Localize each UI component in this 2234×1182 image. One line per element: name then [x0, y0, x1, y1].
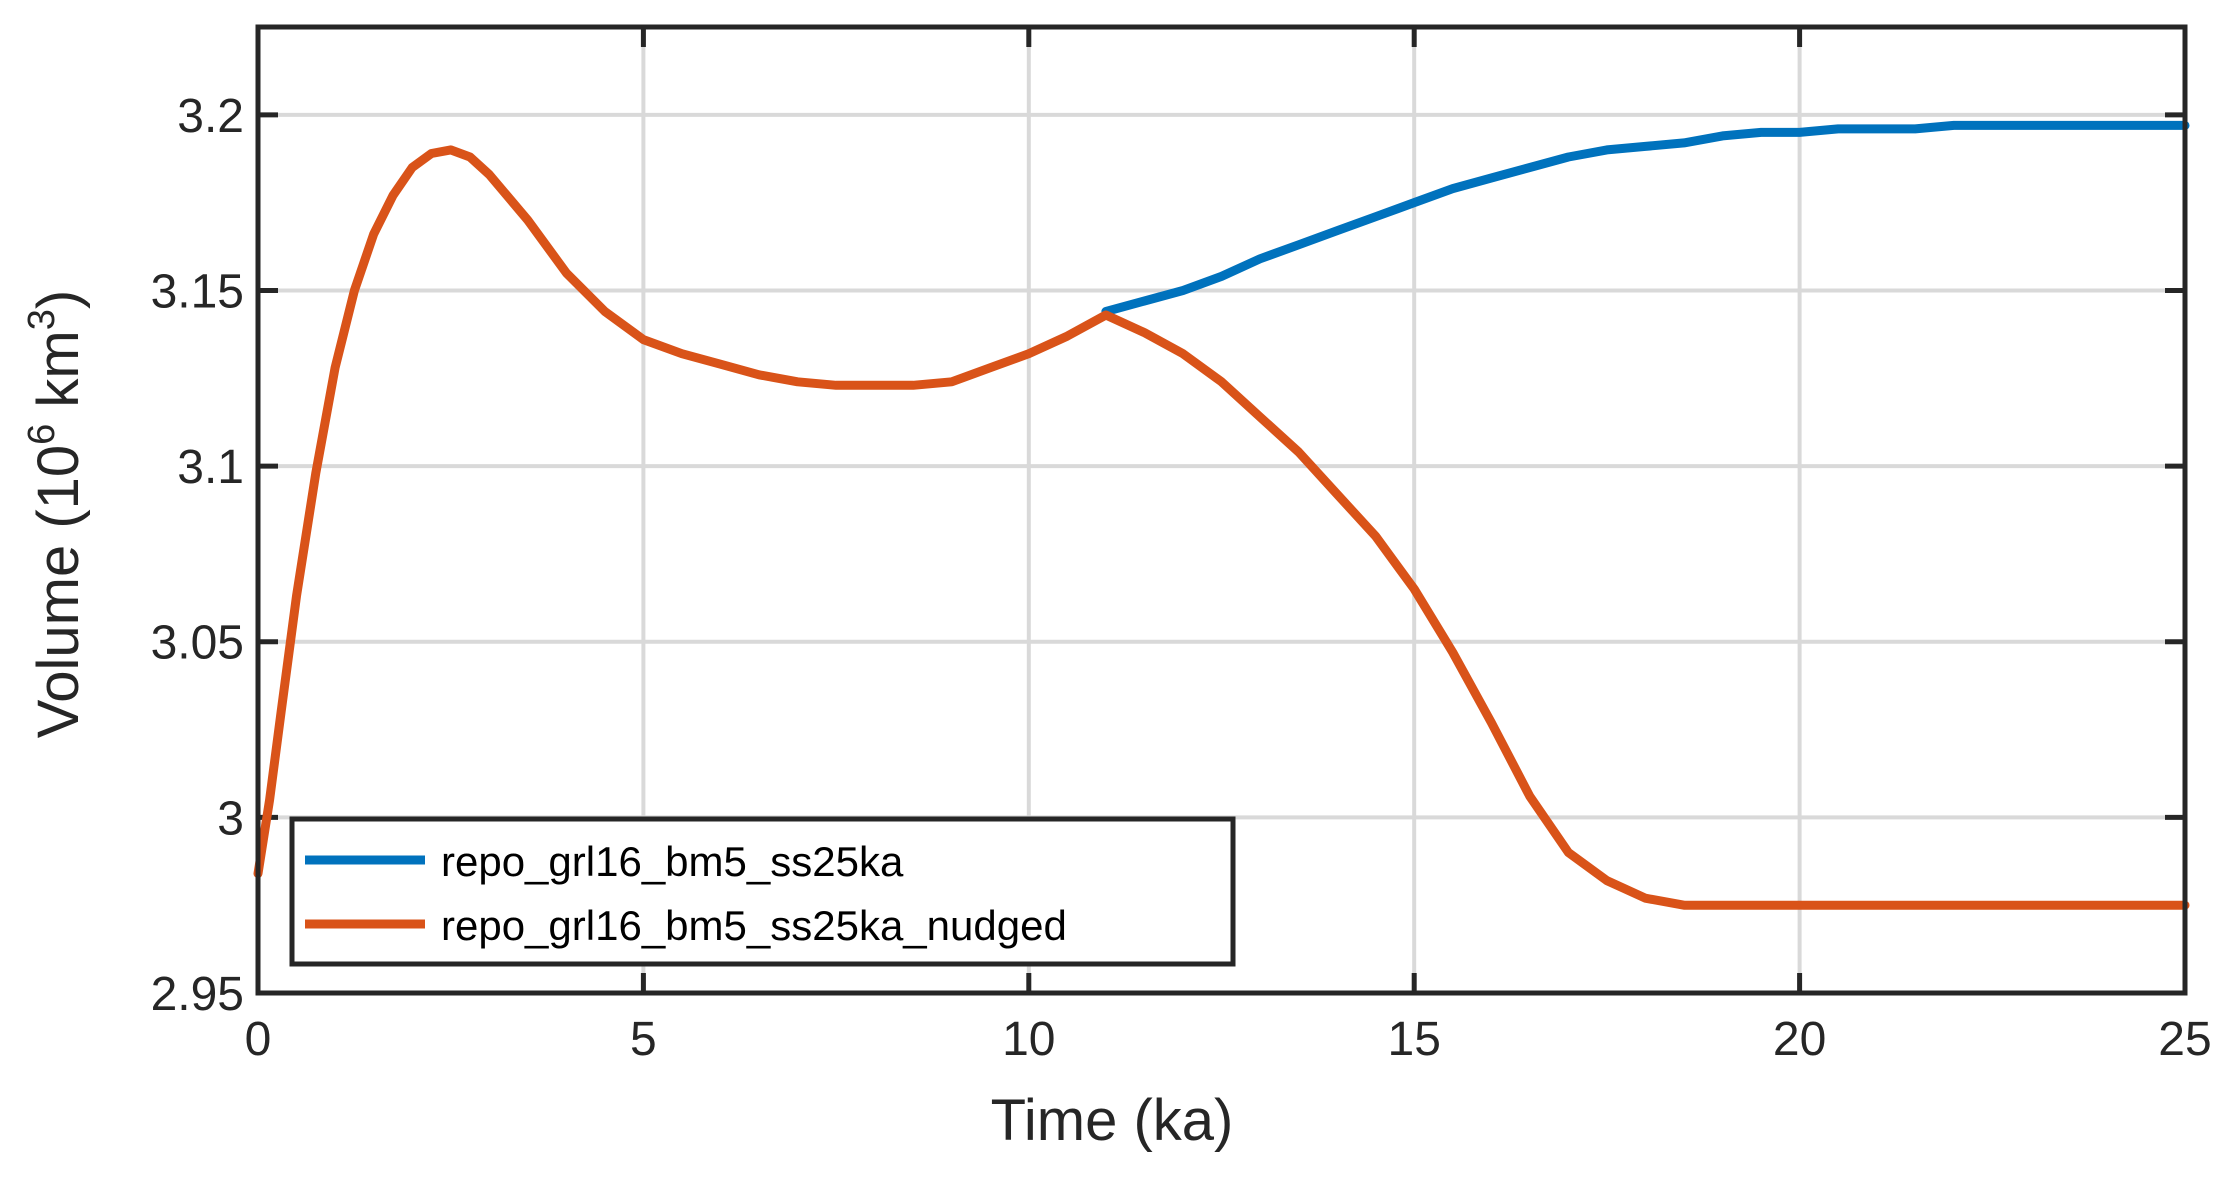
- y-tick-label: 3.2: [177, 90, 244, 143]
- x-tick-label: 25: [2158, 1013, 2211, 1066]
- x-tick-label: 10: [1002, 1013, 1055, 1066]
- y-axis-label-sup1: 6: [21, 424, 63, 445]
- x-axis-label: Time (ka): [991, 1088, 1234, 1153]
- y-tick-label: 3.1: [177, 441, 244, 494]
- y-tick-labels: 2.95 3 3.05 3.1 3.15 3.2: [151, 90, 244, 1021]
- y-axis-label-suffix: ): [26, 290, 91, 309]
- plot-series: [253, 120, 2190, 910]
- y-tick-label: 3.05: [151, 617, 244, 670]
- x-tick-labels: 0 5 10 15 20 25: [245, 1013, 2212, 1066]
- legend-label-series-2: repo_grl16_bm5_ss25ka_nudged: [441, 902, 1067, 949]
- legend-box: [289, 816, 1236, 967]
- y-tick-label: 3.15: [151, 265, 244, 318]
- y-tick-label: 2.95: [151, 968, 244, 1021]
- plot-frame: [255, 24, 2188, 996]
- x-tick-label: 0: [245, 1013, 272, 1066]
- x-tick-label: 5: [630, 1013, 657, 1066]
- y-axis-label-sup2: 3: [21, 309, 63, 330]
- y-axis-label: Volume (106 km3): [21, 290, 91, 738]
- y-tick-label: 3: [217, 792, 244, 845]
- x-tick-label: 20: [1773, 1013, 1826, 1066]
- series-line-1: [1101, 120, 2190, 316]
- y-axis-label-mid: km: [26, 330, 91, 423]
- legend-label-series-1: repo_grl16_bm5_ss25ka: [441, 838, 904, 885]
- legend: repo_grl16_bm5_ss25ka repo_grl16_bm5_ss2…: [289, 816, 1236, 967]
- y-axis-label-prefix: Volume (10: [26, 445, 91, 738]
- x-tick-label: 15: [1388, 1013, 1441, 1066]
- series-line-2: [253, 145, 2190, 910]
